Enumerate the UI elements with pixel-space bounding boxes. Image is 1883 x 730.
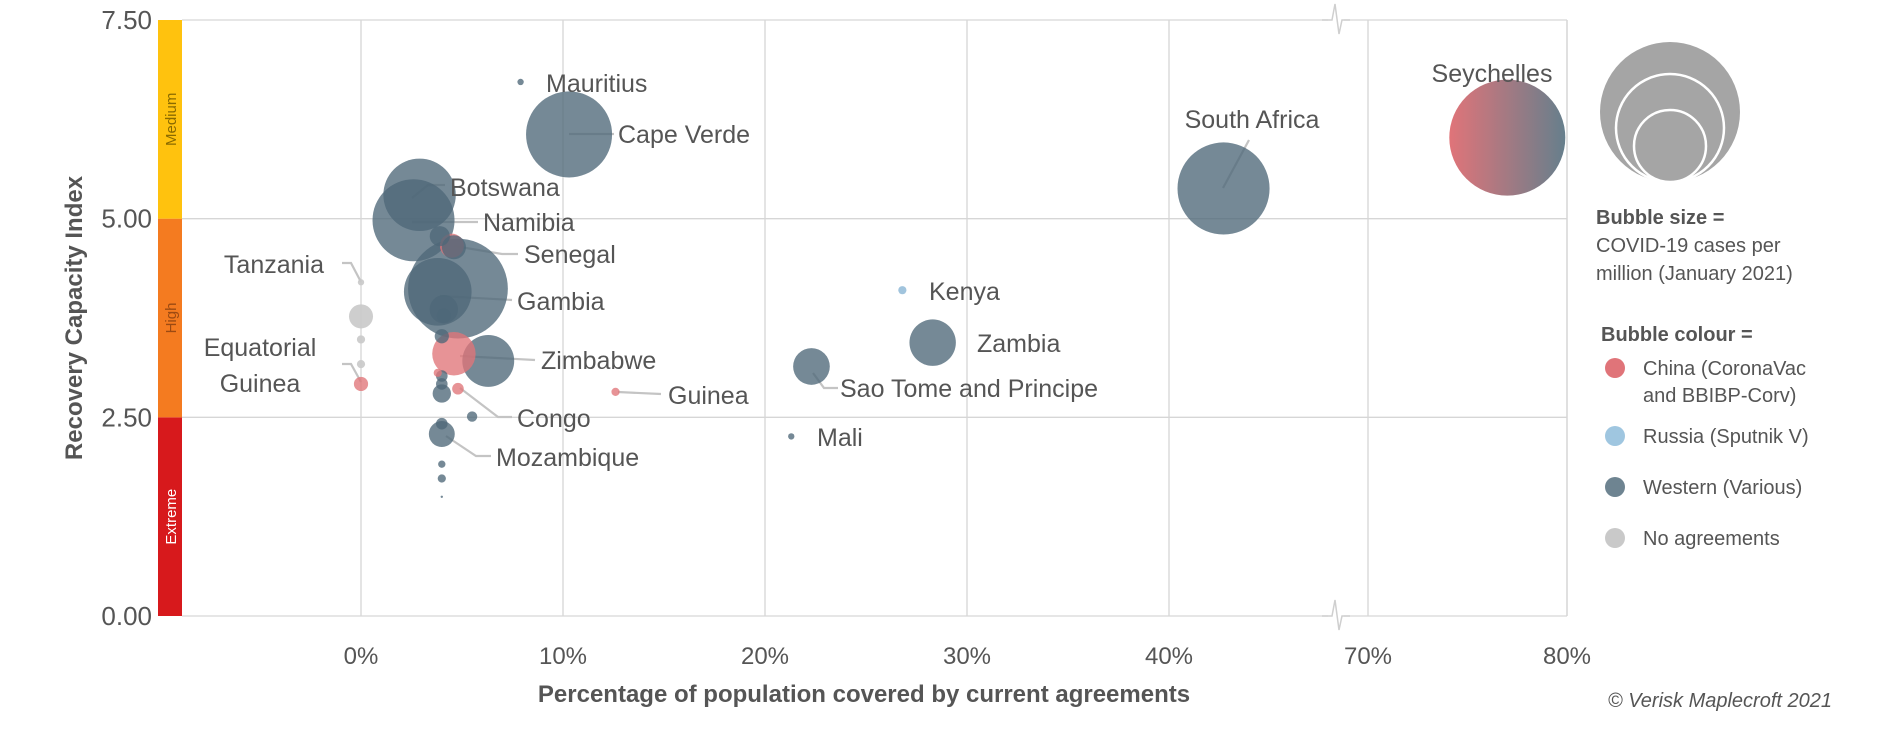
bubble-botswana xyxy=(383,158,456,232)
legend-label-none: No agreements xyxy=(1643,528,1780,550)
label-equatorial-guinea: Guinea xyxy=(220,370,301,398)
label-mozambique: Mozambique xyxy=(496,444,639,472)
risk-bands: Extreme High Medium xyxy=(158,20,182,616)
bubble-equatorial-guinea xyxy=(353,376,369,392)
bubbles xyxy=(348,78,1566,498)
y-tick-label: 2.50 xyxy=(101,402,152,432)
legend-label-russia: Russia (Sputnik V) xyxy=(1643,426,1809,448)
x-tick-label: 0% xyxy=(344,643,379,670)
legend-size-line: COVID-19 cases per xyxy=(1596,235,1781,257)
bubble-country xyxy=(434,329,449,344)
bubble-kenya xyxy=(898,286,907,295)
y-tick-label: 5.00 xyxy=(101,204,152,234)
bubble-country xyxy=(356,335,366,344)
label-tanzania: Tanzania xyxy=(224,251,324,279)
label-congo: Congo xyxy=(517,405,591,433)
legend-swatch-none xyxy=(1605,528,1625,548)
bubble-country xyxy=(438,460,446,468)
bubble-country xyxy=(348,304,374,329)
x-tick-label: 20% xyxy=(741,643,789,670)
risk-band-label: Medium xyxy=(163,93,180,146)
label-zambia: Zambia xyxy=(977,330,1060,358)
bubble-mauritius xyxy=(517,78,524,86)
risk-band-extreme xyxy=(158,417,182,616)
risk-band-medium xyxy=(158,20,182,219)
leader-line xyxy=(459,387,512,419)
legend-colour-title: Bubble colour = xyxy=(1601,324,1753,346)
x-tick-label: 40% xyxy=(1145,643,1193,670)
risk-band-high xyxy=(158,218,182,418)
bubble-country xyxy=(432,384,451,403)
axis-break-icon xyxy=(1322,599,1350,631)
x-axis-title: Percentage of population covered by curr… xyxy=(538,681,1190,708)
bubble-cape-verde xyxy=(526,91,613,178)
bubble-country xyxy=(356,359,366,369)
label-sao-tome-and-principe: Sao Tome and Principe xyxy=(840,375,1098,403)
legend-swatch-china xyxy=(1605,358,1625,378)
gridlines xyxy=(182,3,1568,631)
x-tick-label: 30% xyxy=(943,643,991,670)
bubble-seychelles xyxy=(1449,79,1566,196)
legend-label-western: Western (Various) xyxy=(1643,477,1802,499)
legend-swatch-western xyxy=(1605,477,1625,497)
label-guinea: Guinea xyxy=(668,382,749,410)
copyright-credit: © Verisk Maplecroft 2021 xyxy=(1608,690,1832,712)
bubble-congo xyxy=(452,382,464,395)
bubble-mali xyxy=(788,433,795,440)
label-senegal: Senegal xyxy=(524,241,616,269)
y-tick-label: 0.00 xyxy=(101,601,152,631)
risk-band-label: High xyxy=(163,303,180,334)
bubble-labels: Seychelles South Africa Cape Verde Mauritiu… xyxy=(204,60,1553,472)
leader-line xyxy=(342,261,362,283)
label-seychelles: Seychelles xyxy=(1432,60,1553,88)
legend: Bubble size = COVID-19 cases per million… xyxy=(1596,42,1809,550)
bubble-zambia xyxy=(909,319,956,366)
bubble-country xyxy=(437,474,446,483)
legend-label-china: China (CoronaVac xyxy=(1643,358,1806,380)
bubble-country xyxy=(436,417,448,430)
leader-line xyxy=(617,390,662,396)
bubble-tanzania xyxy=(357,279,365,286)
axis-break-gap xyxy=(1328,17,1344,23)
bubble-country xyxy=(429,226,450,247)
bubble-guinea xyxy=(611,387,620,397)
legend-label-china: and BBIBP-Corv) xyxy=(1643,385,1796,407)
bubble-country xyxy=(436,378,448,390)
bubble-mozambique xyxy=(428,421,455,447)
label-namibia: Namibia xyxy=(483,209,575,237)
label-kenya: Kenya xyxy=(929,278,1000,306)
y-axis-title: Recovery Capacity Index xyxy=(61,175,88,460)
bubble-sao-tome-and-principe xyxy=(793,348,830,385)
legend-size-line: million (January 2021) xyxy=(1596,263,1793,285)
bubble-country xyxy=(466,411,478,422)
bubble-country xyxy=(433,368,442,377)
axis-break-gap xyxy=(1328,613,1344,619)
label-cape-verde: Cape Verde xyxy=(618,121,750,149)
bubble-south-africa xyxy=(1177,142,1270,235)
axis-ticks: 0.00 2.50 5.00 7.50 0% 10% 20% 30% 40% 70% 80% xyxy=(101,5,1591,670)
label-gambia: Gambia xyxy=(517,288,605,316)
leader-line xyxy=(342,362,362,383)
x-tick-label: 70% xyxy=(1344,643,1392,670)
risk-band-label: Extreme xyxy=(163,489,180,545)
bubble-country xyxy=(440,495,443,498)
label-equatorial-guinea: Equatorial xyxy=(204,334,317,362)
bubble-zimbabwe xyxy=(462,334,515,387)
x-tick-label: 80% xyxy=(1543,643,1591,670)
label-zimbabwe: Zimbabwe xyxy=(541,347,656,375)
axis-break-icon xyxy=(1322,3,1350,35)
legend-swatch-russia xyxy=(1605,426,1625,446)
bubble-country xyxy=(436,308,451,323)
label-botswana: Botswana xyxy=(450,174,560,202)
leader-line xyxy=(445,435,491,458)
label-mauritius: Mauritius xyxy=(546,70,647,98)
legend-size-title: Bubble size = xyxy=(1596,207,1724,229)
y-tick-label: 7.50 xyxy=(101,5,152,35)
bubble-size-legend xyxy=(1600,42,1740,184)
label-mali: Mali xyxy=(817,424,863,452)
x-tick-label: 10% xyxy=(539,643,587,670)
label-south-africa: South Africa xyxy=(1185,106,1320,134)
